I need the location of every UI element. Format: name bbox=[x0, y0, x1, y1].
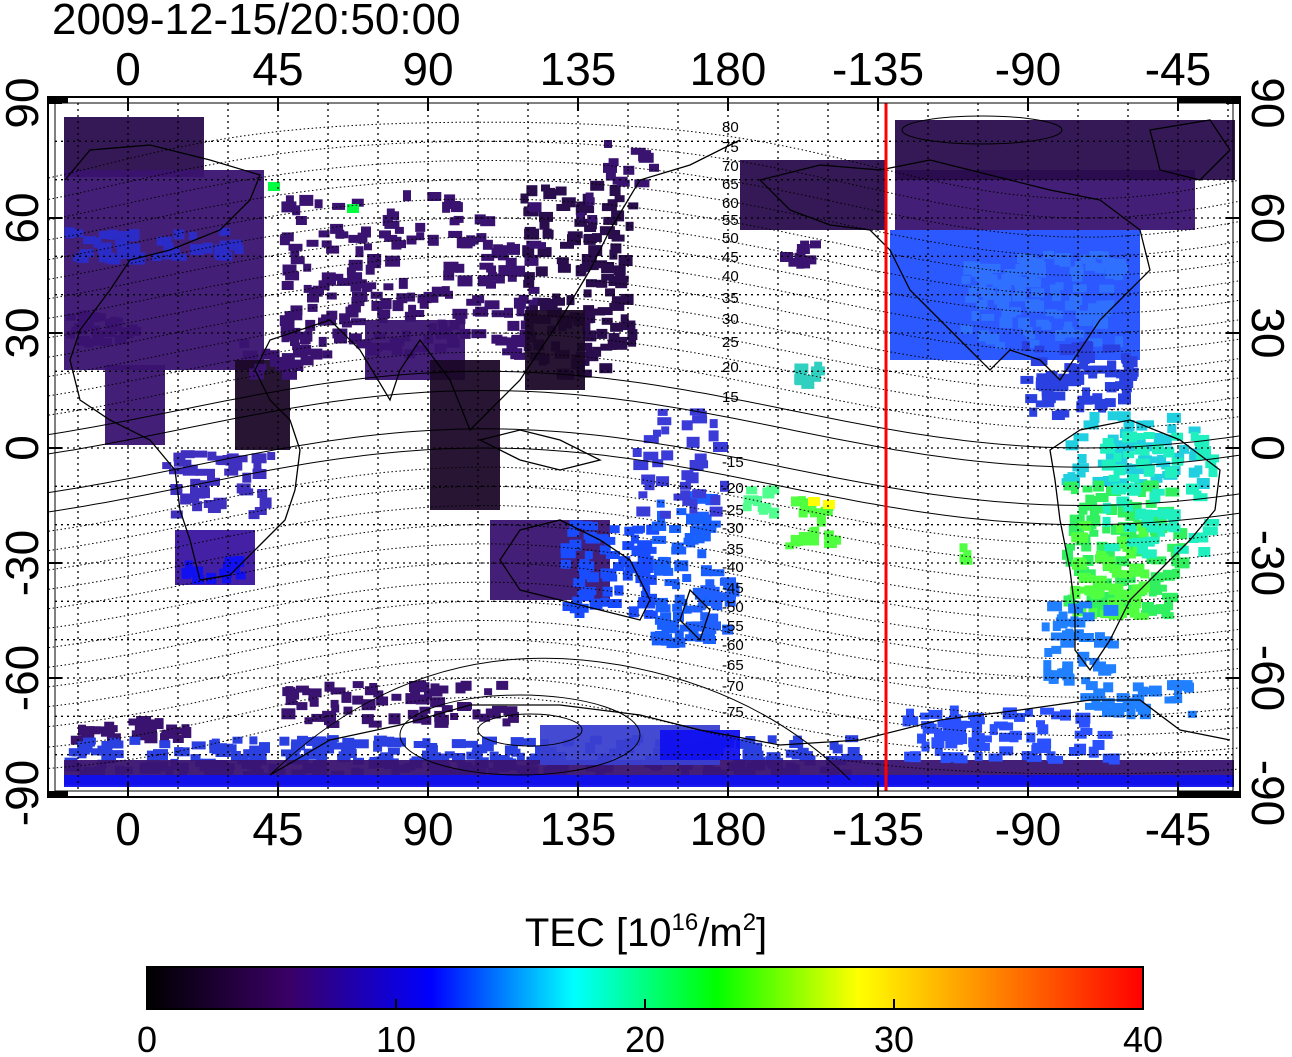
left-lat-tick-label: -60 bbox=[0, 645, 48, 711]
colorbar-ticks: 0 10 20 30 40 bbox=[137, 999, 1163, 1057]
contour-label: -50 bbox=[722, 599, 744, 616]
contour-label: 50 bbox=[722, 230, 739, 247]
top-lon-tick-label: 0 bbox=[115, 43, 141, 95]
right-lat-tick-label: 60 bbox=[1242, 192, 1292, 243]
left-latitude-axis: 90 60 30 0 -30 -60 -90 bbox=[0, 77, 48, 826]
contour-label: -70 bbox=[722, 678, 744, 695]
left-lat-tick-label: -30 bbox=[0, 530, 48, 596]
contour-label: 15 bbox=[722, 389, 739, 406]
contour-label: -25 bbox=[722, 502, 744, 519]
bottom-lon-tick-label: 135 bbox=[540, 803, 617, 855]
left-lat-tick-label: 30 bbox=[0, 307, 48, 358]
bottom-longitude-axis: 0 45 90 135 180 -135 -90 -45 bbox=[115, 803, 1211, 855]
colorbar-tick-label: 0 bbox=[137, 1019, 157, 1057]
bottom-lon-tick-label: 180 bbox=[690, 803, 767, 855]
contour-label: 80 bbox=[722, 119, 739, 136]
left-lat-tick-label: 0 bbox=[0, 435, 48, 461]
contour-label: 30 bbox=[722, 311, 739, 328]
contour-label: 75 bbox=[722, 139, 739, 156]
map-grid bbox=[55, 103, 1233, 791]
right-lat-tick-label: -90 bbox=[1242, 760, 1292, 826]
top-lon-tick-label: 180 bbox=[690, 43, 767, 95]
contour-label: 70 bbox=[722, 158, 739, 175]
contour-label: -45 bbox=[722, 580, 744, 597]
colorbar-tick-label: 30 bbox=[874, 1019, 914, 1057]
magnetic-latitude-contours bbox=[48, 115, 1240, 781]
top-lon-tick-label: -90 bbox=[995, 43, 1061, 95]
map-title: 2009-12-15/20:50:00 bbox=[52, 0, 461, 44]
contour-label: -15 bbox=[722, 454, 744, 471]
colorbar-tick-label: 20 bbox=[625, 1019, 665, 1057]
contour-label: 25 bbox=[722, 334, 739, 351]
contour-label: 60 bbox=[722, 195, 739, 212]
right-lat-tick-label: -60 bbox=[1242, 645, 1292, 711]
right-latitude-axis: 90 60 30 0 -30 -60 -90 bbox=[1242, 77, 1292, 826]
top-longitude-axis: 0 45 90 135 180 -135 -90 -45 bbox=[115, 43, 1211, 95]
bottom-lon-tick-label: 0 bbox=[115, 803, 141, 855]
right-lat-tick-label: -30 bbox=[1242, 530, 1292, 596]
contour-label: -60 bbox=[722, 637, 744, 654]
top-lon-tick-label: 45 bbox=[252, 43, 303, 95]
contour-label: -20 bbox=[722, 480, 744, 497]
contour-label: -55 bbox=[722, 618, 744, 635]
bottom-lon-tick-label: -90 bbox=[995, 803, 1061, 855]
colorbar-label: TEC [1016/m2] bbox=[525, 909, 767, 955]
right-lat-tick-label: 90 bbox=[1242, 77, 1292, 128]
left-lat-tick-label: 60 bbox=[0, 192, 48, 243]
contour-label: 20 bbox=[722, 359, 739, 376]
bottom-lon-tick-label: 45 bbox=[252, 803, 303, 855]
colorbar-tick-label: 10 bbox=[376, 1019, 416, 1057]
contour-label: -40 bbox=[722, 559, 744, 576]
bottom-lon-tick-label: 90 bbox=[402, 803, 453, 855]
axis-tick-marks bbox=[48, 97, 1240, 797]
contour-label: 40 bbox=[722, 268, 739, 285]
contour-label: -65 bbox=[722, 657, 744, 674]
left-lat-tick-label: -90 bbox=[0, 760, 48, 826]
contour-label: -75 bbox=[722, 704, 744, 721]
contour-label: 65 bbox=[722, 176, 739, 193]
top-lon-tick-label: -135 bbox=[832, 43, 924, 95]
contour-label: 55 bbox=[722, 212, 739, 229]
bottom-lon-tick-label: -135 bbox=[832, 803, 924, 855]
right-lat-tick-label: 0 bbox=[1242, 435, 1292, 461]
left-lat-tick-label: 90 bbox=[0, 77, 48, 128]
colorbar-tick-label: 40 bbox=[1123, 1019, 1163, 1057]
right-lat-tick-label: 30 bbox=[1242, 307, 1292, 358]
colorbar bbox=[146, 966, 1144, 1010]
contour-label: -30 bbox=[722, 520, 744, 537]
contour-label: 45 bbox=[722, 249, 739, 266]
bottom-lon-tick-label: -45 bbox=[1145, 803, 1211, 855]
contour-label: -35 bbox=[722, 541, 744, 558]
top-lon-tick-label: 90 bbox=[402, 43, 453, 95]
contour-label: 35 bbox=[722, 290, 739, 307]
top-lon-tick-label: -45 bbox=[1145, 43, 1211, 95]
top-lon-tick-label: 135 bbox=[540, 43, 617, 95]
